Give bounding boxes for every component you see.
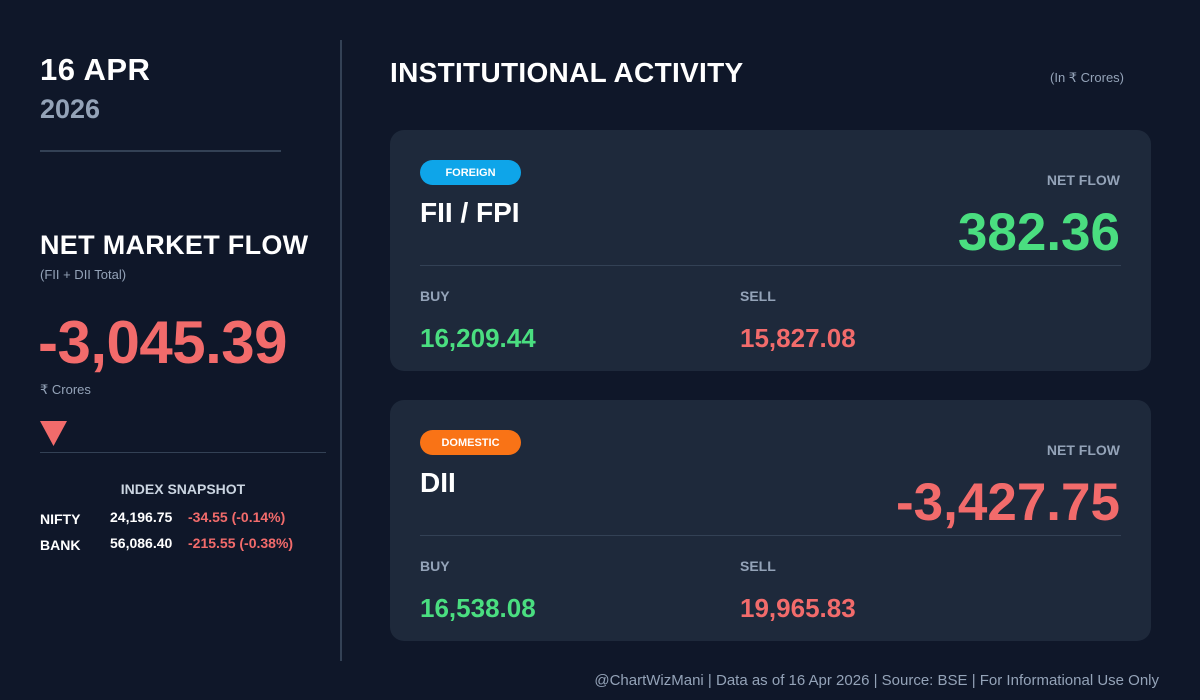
card-title: DII [420,467,456,498]
index-change: -215.55 (-0.38%) [188,535,294,551]
buy-label: BUY [420,288,450,304]
institutional-activity-title: INSTITUTIONAL ACTIVITY [390,57,744,88]
date-year: 2026 [40,94,101,124]
section-divider [40,452,326,453]
date-day-month: 16 APR [40,52,151,87]
vertical-divider [340,40,342,661]
card-title: FII / FPI [420,197,520,228]
index-snapshot-title: INDEX SNAPSHOT [120,481,246,497]
date-divider [40,150,281,152]
footer-credits: @ChartWizMani | Data as of 16 Apr 2026 |… [594,672,1159,689]
foreign-badge: FOREIGN [420,160,521,185]
net-flow-value: 382.36 [957,203,1120,262]
buy-value: 16,209.44 [420,323,536,353]
net-market-flow-subtitle: (FII + DII Total) [40,267,127,282]
net-market-flow-value: -3,045.39 [38,309,288,376]
index-name: NIFTY [40,511,81,527]
fii-card: FOREIGN FII / FPI NET FLOW 382.36 BUY 16… [390,130,1151,371]
index-price: 24,196.75 [110,509,173,525]
index-price: 56,086.40 [110,535,173,551]
institutional-activity-unit: (In ₹ Crores) [1050,70,1125,85]
net-market-flow-title: NET MARKET FLOW [40,230,309,260]
sell-label: SELL [740,288,776,304]
index-row-bank: BANK 56,086.40 -215.55 (-0.38%) [40,535,330,555]
net-flow-label: NET FLOW [1046,442,1120,458]
index-change: -34.55 (-0.14%) [188,509,286,525]
sell-label: SELL [740,558,776,574]
card-divider [420,535,1121,536]
domestic-badge: DOMESTIC [420,430,521,455]
sell-value: 19,965.83 [740,593,856,623]
buy-label: BUY [420,558,450,574]
triangle-down-icon [40,421,67,446]
net-flow-label: NET FLOW [1046,172,1120,188]
index-row-nifty: NIFTY 24,196.75 -34.55 (-0.14%) [40,509,330,529]
index-name: BANK [40,537,81,553]
card-divider [420,265,1121,266]
buy-value: 16,538.08 [420,593,536,623]
dii-card: DOMESTIC DII NET FLOW -3,427.75 BUY 16,5… [390,400,1151,641]
sell-value: 15,827.08 [740,323,856,353]
net-flow-value: -3,427.75 [896,473,1120,532]
net-market-flow-unit: ₹ Crores [40,382,91,397]
